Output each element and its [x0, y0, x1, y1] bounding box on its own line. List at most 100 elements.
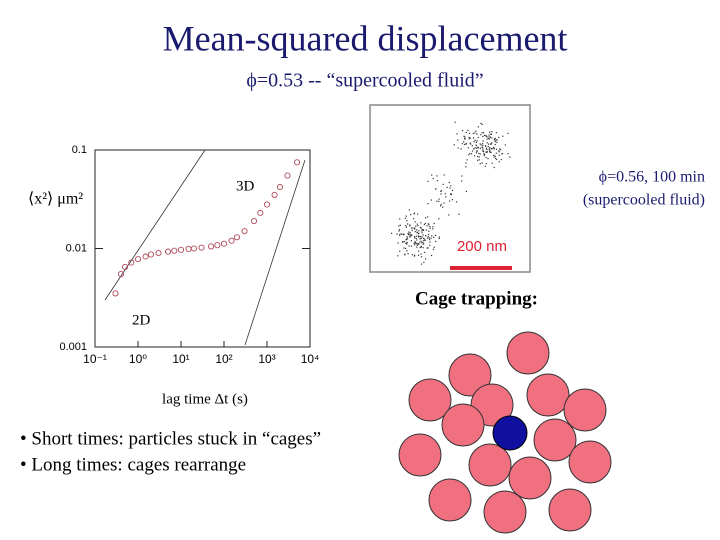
trajectory-dot — [429, 241, 431, 243]
trajectory-dot — [443, 202, 445, 204]
trajectory-dot — [495, 157, 497, 160]
trajectory-dot — [486, 142, 488, 144]
data-point — [263, 201, 271, 208]
trajectory-dot — [490, 133, 493, 135]
trajectory-dot — [493, 139, 496, 141]
trajectory-dot — [486, 148, 488, 151]
trajectory-dot — [475, 144, 477, 147]
trajectory-dot — [426, 247, 428, 249]
trajectory-dot — [440, 193, 442, 195]
x-axis-label: lag time Δt (s) — [162, 391, 248, 407]
trajectory-dot — [438, 200, 440, 203]
trajectory-dot — [489, 143, 492, 145]
particle — [441, 403, 485, 447]
trajectory-dot — [424, 258, 427, 260]
trajectory-dot — [427, 236, 429, 238]
trajectory-dot — [423, 251, 426, 254]
x-tick-label: 10⁰ — [129, 352, 147, 366]
trajectory-dot — [467, 147, 469, 149]
data-point — [276, 184, 283, 191]
trajectory-dot — [405, 242, 407, 244]
trajectory-dot — [442, 206, 444, 208]
trajectory-dot — [433, 222, 435, 225]
trajectory-dot — [490, 148, 493, 150]
trajectory-dot — [414, 228, 416, 230]
trajectory-dot — [416, 223, 418, 225]
trajectory-dot — [423, 239, 425, 242]
trajectory-dot — [436, 200, 438, 202]
trajectory-dot — [482, 151, 485, 153]
trajectory-dot — [469, 152, 471, 155]
trajectory-dot — [413, 255, 416, 257]
trajectory-dot — [410, 234, 412, 236]
trajectory-dot — [463, 135, 465, 137]
trajectory-dot — [403, 240, 406, 243]
trajectory-dot — [423, 223, 426, 226]
particle — [398, 433, 442, 477]
trajectory-dot — [450, 185, 452, 187]
particle — [533, 418, 577, 462]
trajectory-dot — [502, 135, 504, 137]
trajectory-dot — [438, 236, 440, 238]
trajectory-dot — [488, 137, 490, 140]
trajectory-dot — [474, 139, 476, 141]
trajectory-dot — [427, 223, 429, 225]
trajectory-dot — [495, 139, 497, 141]
trajectory-dot — [406, 236, 408, 238]
trajectory-dot — [420, 256, 423, 258]
trajectory-dot — [470, 153, 473, 155]
data-point — [233, 234, 240, 241]
particle — [483, 490, 527, 534]
trajectory-dot — [399, 224, 401, 226]
trajectory-dot — [485, 151, 487, 153]
cage-heading: Cage trapping: — [415, 288, 538, 309]
trajectory-dot — [415, 225, 417, 227]
trajectory-dot — [409, 225, 411, 227]
trajectory-dot — [435, 188, 437, 190]
trajectory-dot — [396, 233, 398, 235]
y-axis-label: ⟨x²⟩ μm² — [28, 191, 83, 208]
trajectory-dot — [433, 246, 435, 248]
trajectory-dot — [435, 240, 437, 243]
data-point — [257, 209, 264, 216]
trajectory-dot — [485, 147, 488, 149]
trajectory-dot — [409, 236, 411, 238]
trajectory-dot — [481, 146, 483, 148]
trajectory-dot — [482, 135, 484, 138]
trajectory-dot — [446, 186, 448, 189]
trajectory-dot — [483, 153, 485, 155]
trajectory-dot — [495, 131, 497, 134]
trajectory-dot — [424, 238, 426, 240]
trajectory-dot — [454, 121, 456, 123]
trajectory-dot — [500, 149, 502, 151]
data-point — [155, 249, 162, 257]
trajectory-dot — [406, 237, 409, 239]
trajectory-dot — [422, 228, 424, 231]
trajectory-dot — [504, 144, 506, 146]
trajectory-dot — [476, 133, 478, 135]
trajectory-dot — [406, 223, 409, 225]
trajectory-dot — [432, 228, 434, 230]
trajectory-dot — [419, 241, 421, 243]
particle — [508, 456, 552, 500]
trajectory-dot — [423, 261, 425, 264]
trajectory-dot — [464, 137, 466, 140]
particle — [448, 353, 492, 397]
data-point — [214, 242, 221, 249]
trajectory-dot — [420, 240, 422, 242]
trajectory-dot — [478, 156, 480, 158]
trajectory-dot — [499, 148, 501, 150]
trajectory-dot — [421, 236, 423, 238]
trajectory-dot — [398, 225, 400, 227]
plot — [94, 149, 311, 348]
trajectory-dot — [464, 138, 466, 140]
trajectory-dot — [465, 162, 467, 164]
trajectory-dot — [416, 229, 418, 231]
trajectory-dot — [486, 151, 489, 153]
data-point — [284, 172, 291, 179]
trajectory-dot — [485, 156, 487, 159]
trajectory-dot — [415, 237, 417, 240]
trajectory-dot — [429, 244, 431, 246]
trajectory-dot — [397, 255, 399, 257]
trajectory-dot — [478, 159, 480, 161]
